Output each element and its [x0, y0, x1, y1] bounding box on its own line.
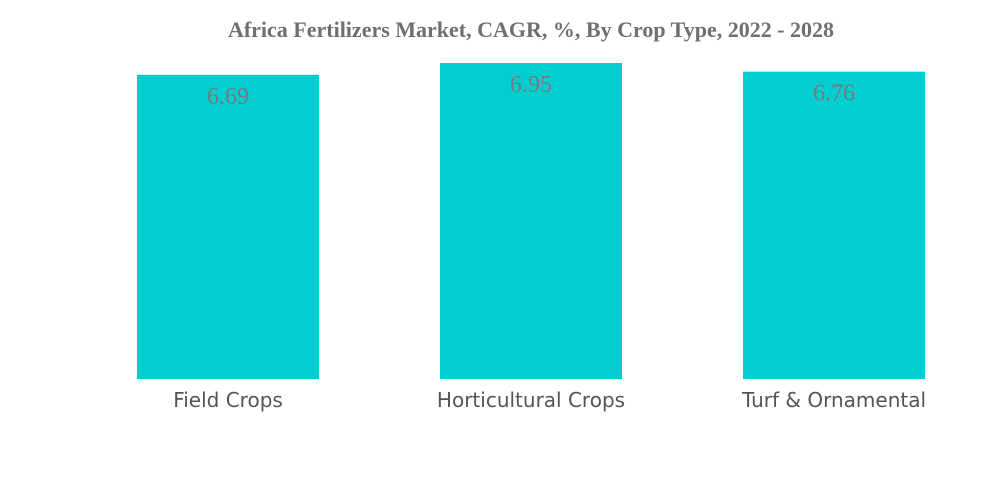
value-label-horticultural-crops: 6.95 [510, 72, 552, 98]
bars-group [137, 63, 925, 379]
bar-horticultural-crops [440, 63, 622, 379]
category-label-horticultural-crops: Horticultural Crops [437, 388, 625, 412]
value-label-turf-ornamental: 6.76 [813, 81, 855, 107]
category-labels-group: Field Crops Horticultural Crops Turf & Orn… [173, 388, 926, 412]
chart-title: Africa Fertilizers Market, CAGR, %, By C… [228, 17, 834, 42]
bar-turf-ornamental [743, 71, 925, 379]
category-label-turf-ornamental: Turf & Ornamental [741, 388, 926, 412]
category-label-field-crops: Field Crops [173, 388, 283, 412]
value-label-field-crops: 6.69 [207, 84, 249, 110]
bar-field-crops [137, 74, 319, 379]
value-labels-group: 6.69 6.95 6.76 [207, 72, 855, 110]
